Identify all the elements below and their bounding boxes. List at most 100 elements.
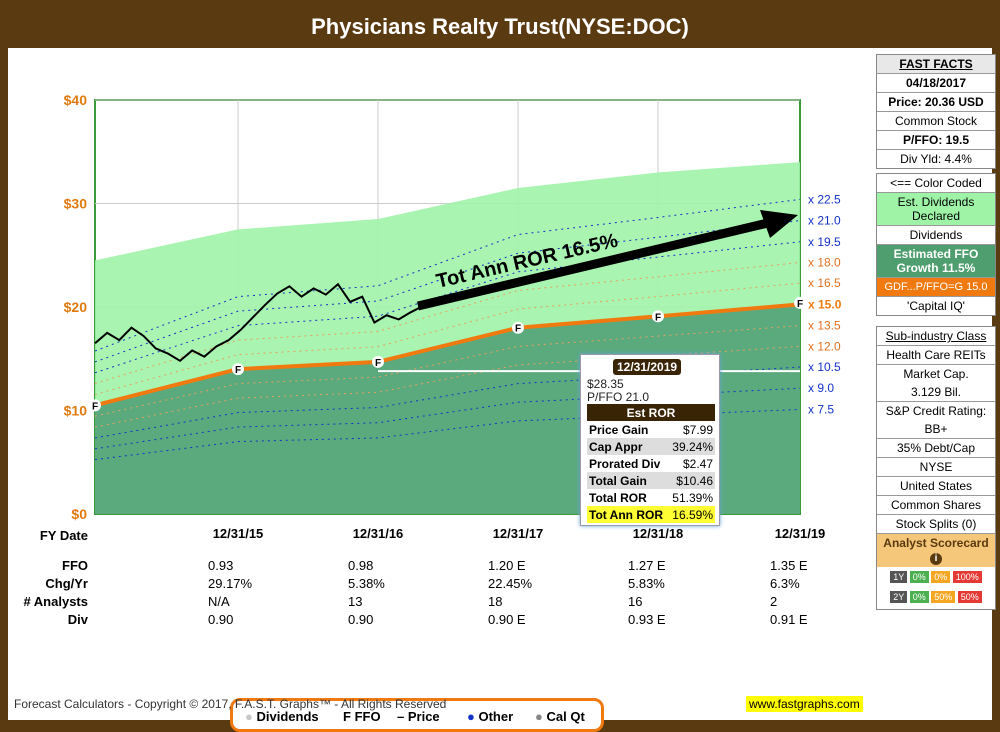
multiple-line-9.0 [94, 387, 801, 450]
ror-arrow [416, 218, 770, 311]
ror-row-value: 51.39% [672, 490, 713, 505]
legend-dividends-label: Dividends [256, 709, 319, 724]
sub-industry-label: Sub-industry Class [885, 329, 987, 343]
table-cell-ffo: 1.20 E [488, 558, 526, 573]
scorecard-2y-label: 2Y [890, 591, 908, 603]
ffo-marker [512, 321, 524, 334]
multiple-label: x 9.0 [808, 381, 834, 395]
legend-ffo[interactable]: F FFO [343, 709, 381, 724]
div-row-label: Div [67, 612, 88, 627]
website-link[interactable]: www.fastgraphs.com [746, 696, 863, 712]
price-line [94, 282, 424, 363]
table-cell-analysts: 2 [770, 594, 778, 609]
multiple-line-21.0 [94, 220, 801, 363]
sp-rating-value: BB+ [924, 422, 948, 436]
y-tick-label: $20 [64, 299, 88, 315]
analysts-row-label: # Analysts [23, 594, 88, 609]
x-tick-label: 12/31/16 [353, 526, 404, 541]
ror-row-label: Total Gain [589, 473, 647, 488]
capital-iq-label: 'Capital IQ' [877, 296, 995, 315]
multiple-line-12.0 [94, 345, 801, 428]
fy-date-label: FY Date [39, 528, 88, 543]
multiple-label: x 15.0 [808, 297, 842, 311]
ffo-row-label: FFO [62, 558, 88, 573]
multiple-line-22.5 [94, 198, 801, 352]
table-cell-ffo: 0.98 [348, 558, 374, 573]
x-tick-label: 12/31/17 [493, 526, 544, 541]
ffo-marker [652, 310, 664, 323]
ror-row-label: Cap Appr [589, 439, 643, 454]
ror-row-value: $7.99 [682, 422, 713, 437]
analyst-scorecard-text: Analyst Scorecard [883, 536, 989, 550]
ffo-marker [232, 363, 244, 376]
legend-dividends[interactable]: ● Dividends [245, 709, 319, 724]
chart-title: Physicians Realty Trust(NYSE:DOC) [311, 14, 689, 39]
scorecard-2y-orange: 50% [931, 591, 956, 603]
fast-facts-price: Price: 20.36 USD [877, 92, 995, 111]
share-type: Common Shares [877, 495, 995, 514]
y-tick-label: $30 [64, 196, 88, 212]
multiple-label: x 7.5 [808, 402, 834, 416]
debt-cap: 35% Debt/Cap [877, 438, 995, 457]
legend-price-label: Price [407, 709, 440, 724]
table-cell-chg: 6.3% [770, 576, 800, 591]
ror-table: Est ROR Price Gain $7.99 Cap Appr 39.24% P… [587, 404, 715, 523]
ror-row-label: Prorated Div [589, 456, 661, 471]
ffo-marker-label: F [655, 312, 661, 323]
color-coded-label: <== Color Coded [890, 176, 982, 190]
table-cell-div: 0.93 E [628, 612, 666, 627]
multiple-label: x 12.0 [808, 339, 841, 353]
ror-row-label: Total ROR [589, 490, 647, 505]
scorecard-1y-label: 1Y [890, 571, 908, 583]
ror-row-value: 39.24% [672, 439, 713, 454]
x-tick-label: 12/31/19 [775, 526, 826, 541]
fast-facts-stock-type: Common Stock [877, 111, 995, 130]
market-cap-value: 3.129 Bil. [910, 385, 962, 399]
ffo-marker-label: F [515, 324, 521, 335]
footer-copyright: Forecast Calculators - Copyright © 2017,… [14, 697, 447, 711]
x-tick-label: 12/31/15 [213, 526, 264, 541]
table-cell-chg: 5.83% [628, 576, 665, 591]
multiple-line-13.5 [94, 325, 801, 417]
ror-price: $28.35 [587, 377, 624, 391]
dividends-swatch: Dividends [877, 225, 995, 244]
table-cell-ffo: 0.93 [208, 558, 234, 573]
table-cell-analysts: 16 [628, 594, 643, 609]
scorecard-2y-green: 0% [909, 591, 929, 603]
multiple-line-10.5 [94, 366, 801, 439]
x-tick-label: 12/31/18 [633, 526, 684, 541]
multiple-label: x 22.5 [808, 192, 841, 206]
dot-icon: ● [535, 709, 543, 724]
table-cell-chg: 5.38% [348, 576, 385, 591]
legend-price[interactable]: – Price [397, 709, 440, 724]
ffo-marker-label: F [235, 365, 241, 376]
ffo-marker-label: F [375, 358, 381, 369]
fast-facts-date: 04/18/2017 [877, 73, 995, 92]
y-tick-label: $40 [64, 92, 88, 108]
ror-tooltip: 12/31/2019 $28.35 P/FFO 21.0 Est ROR Pri… [580, 354, 720, 526]
ror-arrowhead [760, 210, 798, 238]
scorecard-2y-red: 50% [957, 591, 982, 603]
fast-facts-pffo: P/FFO: 19.5 [877, 130, 995, 149]
multiple-line-15.0 [94, 302, 801, 408]
y-tick-label: $10 [64, 403, 88, 419]
market-cap-label: Market Cap. [877, 364, 995, 383]
dot-icon: ● [467, 709, 475, 724]
fast-facts-header: FAST FACTS [877, 55, 995, 73]
table-cell-div: 0.90 E [488, 612, 526, 627]
legend-other-label: Other [478, 709, 514, 724]
multiple-label: x 10.5 [808, 360, 841, 374]
legend-other[interactable]: ● Other [467, 709, 513, 724]
info-icon[interactable]: i [930, 553, 942, 565]
table-cell-div: 0.90 [348, 612, 374, 627]
ror-row-value: $10.46 [676, 473, 713, 488]
dot-icon: ● [245, 709, 253, 724]
table-cell-chg: 29.17% [208, 576, 253, 591]
legend-calqt[interactable]: ● Cal Qt [535, 709, 585, 724]
legend-calqt-label: Cal Qt [546, 709, 585, 724]
multiple-label: x 21.0 [808, 214, 841, 228]
gdf-swatch: GDF...P/FFO=G 15.0 [877, 277, 995, 296]
scorecard-1y-green: 0% [909, 571, 929, 583]
analyst-scorecard-label[interactable]: Analyst Scorecard i [877, 533, 995, 567]
